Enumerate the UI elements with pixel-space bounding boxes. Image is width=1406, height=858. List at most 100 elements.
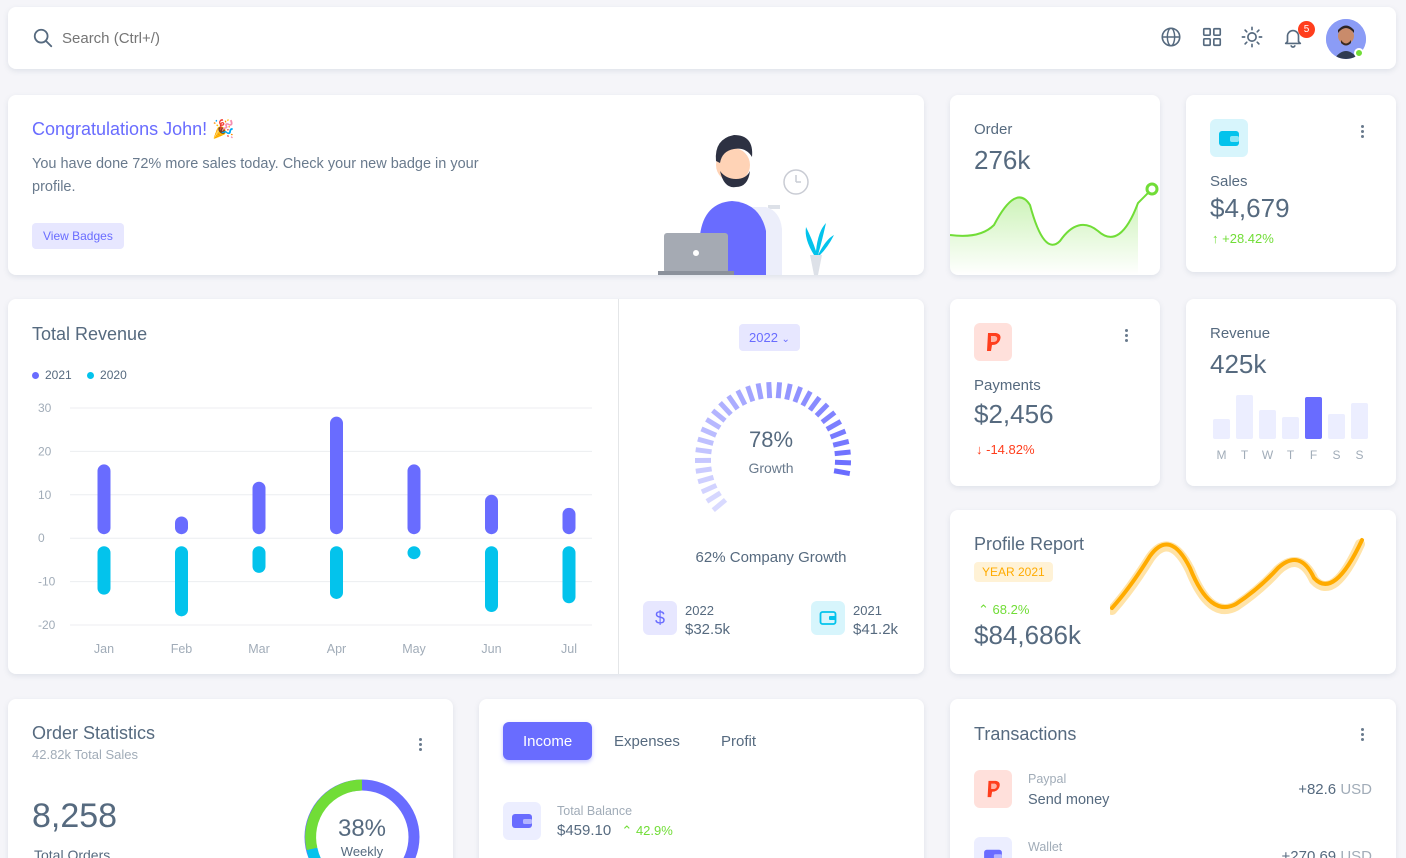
payments-value: $2,456 bbox=[974, 399, 1054, 429]
total-revenue-card: Total Revenue 2021 2020 30 20 10 0 -10 -20 Jan… bbox=[8, 299, 924, 674]
notification-badge: 5 bbox=[1298, 21, 1315, 38]
order-stats-menu-button[interactable] bbox=[412, 736, 428, 752]
order-card: Order 276k bbox=[950, 95, 1160, 275]
year-select-button[interactable]: 2022 ⌄ bbox=[739, 324, 800, 351]
gauge-tick bbox=[697, 436, 714, 446]
bar-2020 bbox=[485, 546, 498, 612]
x-tick-label: Mar bbox=[248, 642, 270, 656]
order-value: 276k bbox=[974, 145, 1031, 175]
gauge-tick bbox=[825, 419, 843, 432]
sales-label: Sales bbox=[1210, 173, 1248, 190]
order-sparkline bbox=[950, 182, 1159, 275]
transaction-amount: +270.69 USD bbox=[1281, 848, 1372, 858]
stat-2022-value: $32.5k bbox=[685, 621, 731, 638]
card-divider bbox=[618, 299, 619, 674]
order-stats-value-label: Total Orders bbox=[34, 847, 111, 858]
gauge-tick bbox=[807, 395, 822, 412]
transactions-menu-button[interactable] bbox=[1354, 726, 1370, 742]
wallet-icon bbox=[811, 601, 845, 635]
paypal-icon bbox=[974, 770, 1012, 808]
gauge-tick bbox=[700, 483, 718, 495]
gauge-tick bbox=[705, 490, 722, 504]
x-tick-label: Jul bbox=[561, 642, 577, 656]
total-revenue-chart: 30 20 10 0 -10 -20 Jan Feb Mar Apr May Jun Jul bbox=[38, 401, 592, 656]
payments-change: ↓ -14.82% bbox=[976, 442, 1035, 457]
y-tick-label: -20 bbox=[38, 618, 56, 632]
gauge-tick bbox=[718, 401, 733, 417]
transaction-desc: Send money bbox=[1028, 792, 1110, 808]
sales-value: $4,679 bbox=[1210, 193, 1290, 223]
legend-2020: 2020 bbox=[87, 368, 127, 382]
revenue-label: Revenue bbox=[1210, 325, 1271, 342]
man-with-laptop-illustration bbox=[658, 135, 834, 275]
wallet-icon bbox=[1210, 119, 1248, 157]
profile-report-card: Profile Report YEAR 2021 ⌃ 68.2% $84,686… bbox=[950, 510, 1396, 674]
payments-menu-button[interactable] bbox=[1118, 327, 1134, 343]
weekday-label: M bbox=[1216, 448, 1227, 462]
tab-profit[interactable]: Profit bbox=[721, 732, 757, 750]
transactions-title: Transactions bbox=[974, 724, 1077, 744]
bell-icon[interactable] bbox=[1280, 24, 1306, 50]
donut-label: Weekly bbox=[340, 844, 384, 858]
tab-income[interactable]: Income bbox=[503, 722, 593, 760]
chevron-down-icon: ⌄ bbox=[781, 334, 790, 345]
sun-icon[interactable] bbox=[1239, 24, 1265, 50]
total-revenue-title: Total Revenue bbox=[32, 324, 148, 344]
bar-2021 bbox=[562, 507, 576, 535]
profile-report-line bbox=[1110, 538, 1365, 615]
welcome-title: Congratulations John! 🎉 bbox=[32, 119, 235, 139]
gauge-tick bbox=[766, 381, 773, 399]
welcome-text: You have done 72% more sales today. Chec… bbox=[32, 156, 479, 195]
bar-2020 bbox=[175, 546, 188, 617]
gauge-tick bbox=[755, 382, 764, 400]
profile-report-title: Profile Report bbox=[974, 534, 1085, 554]
sales-menu-button[interactable] bbox=[1354, 123, 1370, 139]
top-navbar: 5 bbox=[8, 7, 1396, 69]
company-growth-text: 62% Company Growth bbox=[695, 549, 847, 566]
search-bar[interactable] bbox=[32, 25, 332, 51]
gauge-tick bbox=[792, 386, 803, 403]
wallet-icon bbox=[974, 837, 1012, 858]
legend-2021: 2021 bbox=[32, 368, 72, 382]
payments-label: Payments bbox=[974, 377, 1041, 394]
gauge-tick bbox=[695, 466, 713, 474]
order-stats-subtitle: 42.82k Total Sales bbox=[32, 747, 138, 762]
x-tick-label: Apr bbox=[327, 642, 346, 656]
bar-2021 bbox=[252, 481, 266, 535]
view-badges-button[interactable]: View Badges bbox=[32, 223, 124, 249]
gauge-tick bbox=[784, 383, 793, 401]
year-badge: YEAR 2021 bbox=[974, 562, 1053, 582]
y-tick-label: -10 bbox=[38, 575, 56, 589]
weekday-label: T bbox=[1240, 448, 1249, 462]
gauge-tick bbox=[705, 417, 722, 430]
tab-expenses[interactable]: Expenses bbox=[614, 732, 680, 750]
wallet-icon bbox=[503, 802, 541, 840]
bar-2021 bbox=[175, 516, 188, 535]
total-balance-label: Total Balance bbox=[557, 804, 633, 818]
globe-icon[interactable] bbox=[1158, 24, 1184, 50]
total-balance-value: $459.10 bbox=[557, 822, 612, 839]
order-stats-value: 8,258 bbox=[32, 797, 118, 835]
online-status-dot bbox=[1354, 48, 1364, 58]
x-tick-label: Jun bbox=[481, 642, 501, 656]
y-tick-label: 30 bbox=[38, 401, 52, 415]
x-tick-label: Jan bbox=[94, 642, 114, 656]
bar-2020 bbox=[562, 546, 576, 604]
donut-percent: 38% bbox=[337, 815, 387, 842]
revenue-weekly-bars bbox=[1213, 395, 1368, 439]
bar-2020 bbox=[97, 546, 111, 595]
arrow-up-icon: ↑ bbox=[1212, 231, 1219, 246]
gauge-tick bbox=[735, 389, 748, 406]
search-input[interactable] bbox=[62, 29, 302, 47]
grid-icon[interactable] bbox=[1199, 24, 1225, 50]
chevron-up-icon: ⌃ bbox=[978, 602, 989, 617]
bar-2020 bbox=[407, 546, 421, 560]
bar-2020 bbox=[252, 546, 266, 573]
gauge-tick bbox=[775, 382, 783, 399]
order-statistics-card: Order Statistics 42.82k Total Sales 8,25… bbox=[8, 699, 453, 858]
bar-2021 bbox=[330, 416, 343, 535]
gauge-tick bbox=[833, 468, 851, 477]
y-tick-label: 20 bbox=[38, 444, 52, 458]
growth-label: Growth bbox=[748, 460, 794, 476]
